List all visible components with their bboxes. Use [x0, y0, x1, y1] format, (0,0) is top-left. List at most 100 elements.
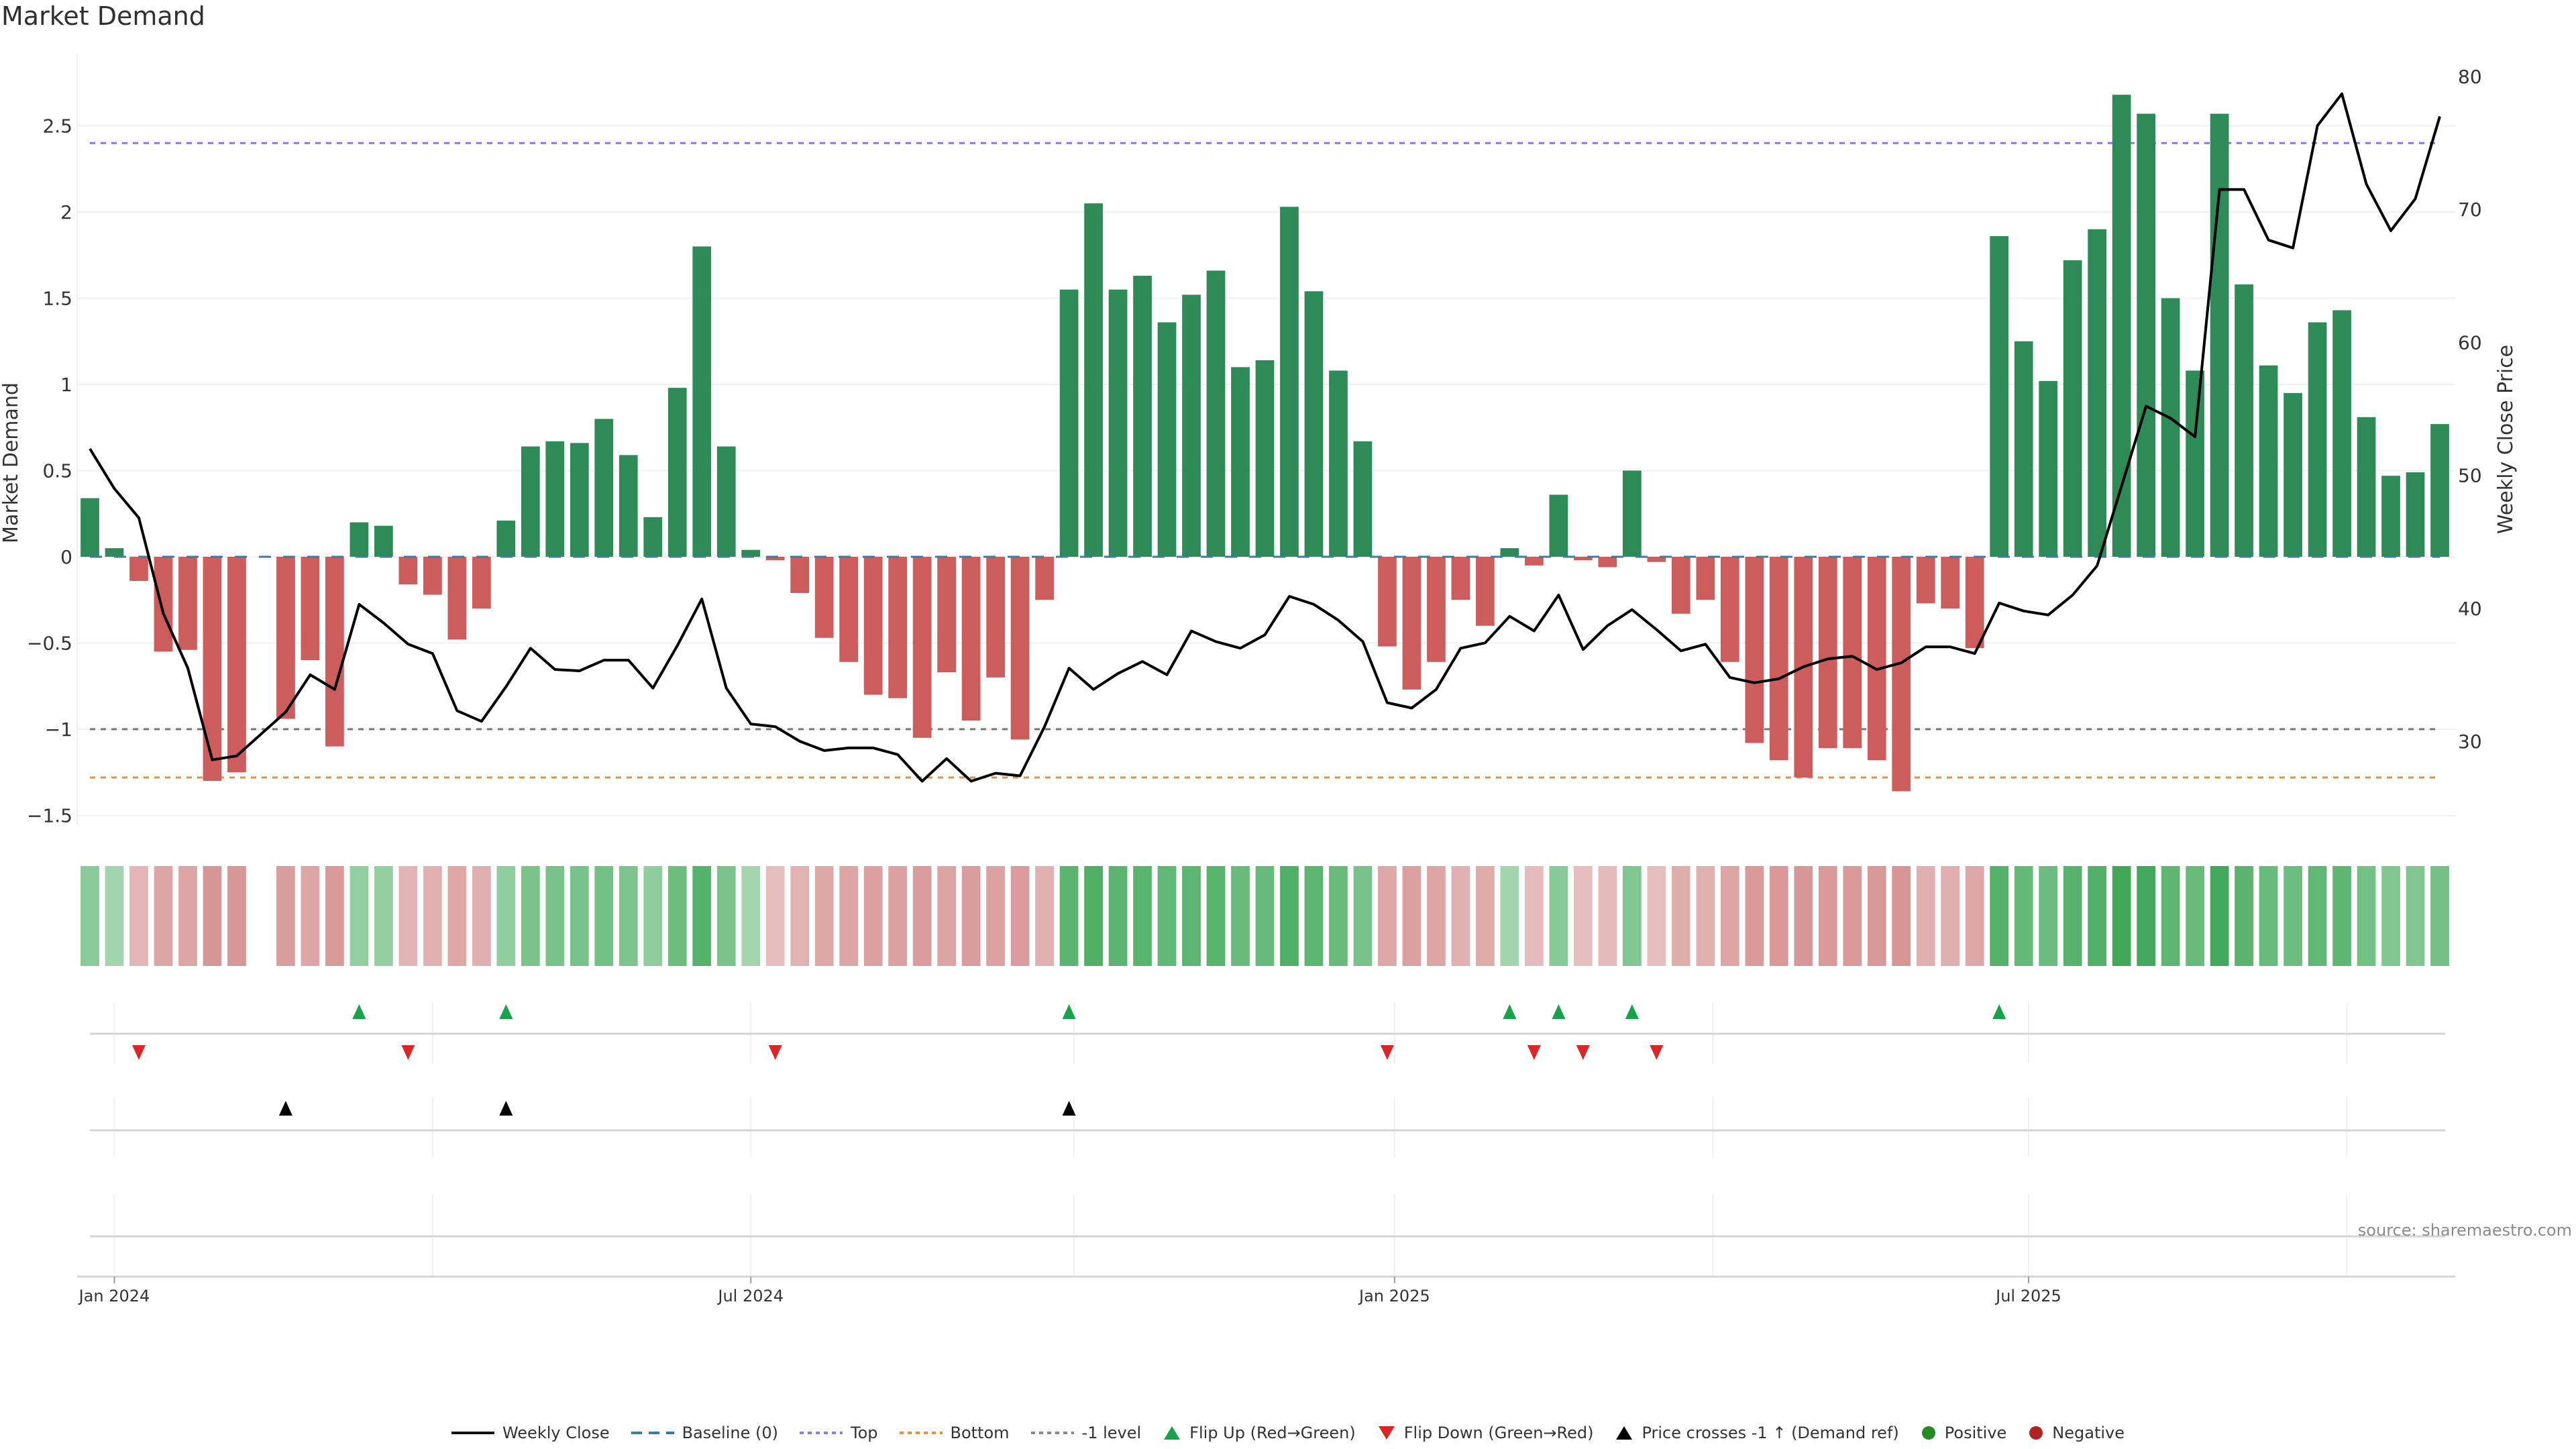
negative-bar — [1916, 557, 1935, 604]
legend-item-minus1-level[interactable]: -1 level — [1030, 1424, 1141, 1442]
dot-line-icon — [1030, 1432, 1074, 1434]
positive-bar — [2308, 322, 2327, 557]
positive-bar — [105, 548, 124, 557]
heatstrip-cell — [105, 866, 124, 966]
legend-label: Positive — [1944, 1424, 2007, 1442]
negative-bar — [1696, 557, 1715, 600]
weekly-close-line — [89, 92, 2441, 783]
legend-item-positive[interactable]: Positive — [1921, 1424, 2007, 1442]
legend-item-price-cross[interactable]: Price crosses -1 ↑ (Demand ref) — [1615, 1424, 1899, 1442]
dot-line-icon — [800, 1432, 843, 1434]
legend-item-weekly-close[interactable]: Weekly Close — [451, 1424, 610, 1442]
heatstrip-cell — [1622, 866, 1642, 966]
flip-down-marker — [131, 1045, 146, 1060]
positive-bar — [1157, 322, 1177, 557]
negative-bar — [178, 557, 197, 650]
flip-down-marker — [401, 1045, 415, 1060]
positive-bar — [667, 388, 687, 557]
positive-bar — [496, 521, 516, 557]
negative-bar — [1769, 557, 1788, 761]
heatstrip-cell — [1402, 866, 1421, 966]
heatstrip-cell — [1084, 866, 1103, 966]
positive-bar — [2235, 284, 2253, 557]
flip-up-marker — [1625, 1004, 1639, 1019]
flip-down-marker — [1527, 1045, 1541, 1060]
positive-bar — [2332, 310, 2351, 557]
x-tick-label: Jul 2025 — [1994, 1287, 2061, 1305]
legend-item-flip-up[interactable]: Flip Up (Red→Green) — [1163, 1424, 1356, 1442]
legend-item-flip-down[interactable]: Flip Down (Green→Red) — [1377, 1424, 1593, 1442]
positive-bar — [2284, 392, 2302, 557]
negative-bar — [1402, 557, 1421, 690]
negative-bar — [472, 557, 491, 609]
heatstrip-cell — [1133, 866, 1152, 966]
positive-bar — [1353, 441, 1373, 557]
legend-item-top[interactable]: Top — [800, 1424, 878, 1442]
source-caption: source: sharemaestro.com — [2357, 1221, 2572, 1240]
negative-bar — [1720, 557, 1739, 662]
heatstrip-cell — [765, 866, 785, 966]
y-tick-label: 1 — [60, 374, 72, 396]
positive-bar — [692, 246, 712, 557]
heatstrip-cell — [2039, 866, 2058, 966]
heatstrip-cell — [741, 866, 761, 966]
heatstrip-cell — [1965, 866, 1984, 966]
negative-bar — [1476, 557, 1495, 626]
heatstrip-cell — [1353, 866, 1373, 966]
negative-bar — [961, 557, 981, 721]
positive-bar — [545, 441, 565, 557]
legend-item-baseline[interactable]: Baseline (0) — [631, 1424, 778, 1442]
y2-tick-label: 80 — [2458, 66, 2482, 88]
flip-up-marker — [1062, 1004, 1076, 1019]
heatstrip-cell — [447, 866, 467, 966]
heatstrip-cell — [178, 866, 197, 966]
heatstrip-cell — [325, 866, 344, 966]
flip-down-marker — [1380, 1045, 1394, 1060]
negative-bar — [863, 557, 883, 695]
solid-line-icon — [451, 1432, 494, 1434]
heatstrip-cell — [1108, 866, 1128, 966]
negative-bar — [423, 557, 442, 595]
x-tick-label: Jan 2025 — [1358, 1287, 1430, 1305]
negative-bar — [790, 557, 810, 593]
heatstrip-cell — [1892, 866, 1911, 966]
triangle-down-icon — [1378, 1426, 1395, 1440]
heatstrip-cell — [1427, 866, 1446, 966]
legend-item-bottom[interactable]: Bottom — [899, 1424, 1010, 1442]
negative-bar — [1035, 557, 1054, 600]
left-axis-ticks: 2.5 2 1.5 1 0.5 0 −0.5 −1 −1.5 — [27, 115, 72, 827]
positive-bar — [1133, 276, 1152, 557]
heatstrip-cell — [716, 866, 736, 966]
heatstrip-cell — [863, 866, 883, 966]
negative-bar — [276, 557, 295, 719]
triangle-up-icon — [1616, 1426, 1633, 1440]
reference-lines — [90, 142, 2440, 779]
flip-up-marker — [1503, 1004, 1517, 1019]
negative-bar — [1965, 557, 1984, 649]
heatstrip-cell — [1304, 866, 1324, 966]
negative-bar — [1451, 557, 1470, 600]
heatstrip-cell — [1598, 866, 1617, 966]
heatstrip-cell — [1990, 866, 2009, 966]
dot-line-icon — [899, 1432, 943, 1434]
positive-bar — [716, 446, 736, 557]
legend-item-negative[interactable]: Negative — [2028, 1424, 2125, 1442]
negative-bar — [398, 557, 418, 585]
heatstrip-cell — [570, 866, 589, 966]
legend-label: Baseline (0) — [682, 1424, 778, 1442]
heatstrip-cell — [1745, 866, 1764, 966]
heatstrip-cell — [1035, 866, 1054, 966]
negative-bar — [203, 557, 222, 782]
heatstrip-cell — [1451, 866, 1470, 966]
negative-bar — [1941, 557, 1960, 609]
heatstrip-cell — [1059, 866, 1079, 966]
y-tick-label: −1.5 — [27, 805, 72, 827]
positive-bar — [1084, 203, 1103, 557]
negative-bar — [1525, 557, 1544, 566]
positive-bar — [2039, 380, 2058, 557]
y2-tick-label: 40 — [2458, 598, 2482, 620]
heatstrip-cell — [1476, 866, 1495, 966]
positive-bar — [2430, 424, 2449, 557]
heatstrip-cell — [888, 866, 908, 966]
positive-bar — [643, 517, 663, 557]
